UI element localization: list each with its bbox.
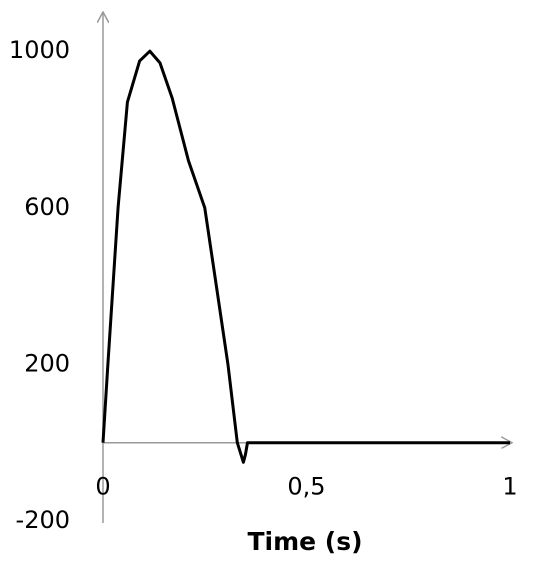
y-tick-label: 200 [24, 349, 70, 377]
x-axis-label: Time (s) [247, 527, 362, 556]
y-tick-label: 600 [24, 193, 70, 221]
y-tick-label: -200 [16, 506, 70, 534]
x-tick-label: 0,5 [287, 473, 325, 501]
data-line [101, 49, 510, 464]
x-tick-label: 1 [502, 473, 517, 501]
x-tick-label: 0 [95, 473, 110, 501]
y-tick-label: 1000 [9, 36, 70, 64]
